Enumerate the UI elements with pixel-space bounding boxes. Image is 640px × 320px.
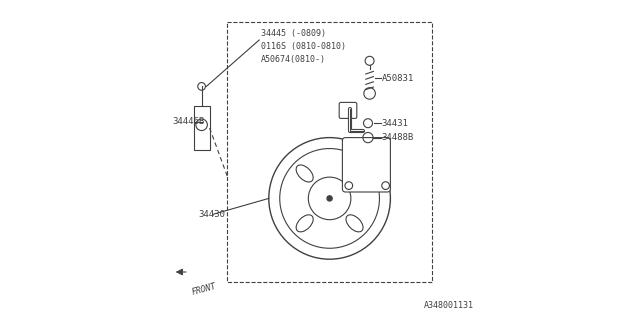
Text: 34488B: 34488B (381, 133, 413, 142)
Text: A50831: A50831 (381, 74, 413, 83)
FancyBboxPatch shape (342, 138, 390, 192)
Text: 34430: 34430 (198, 210, 225, 219)
FancyBboxPatch shape (339, 102, 357, 118)
FancyBboxPatch shape (193, 106, 210, 150)
Text: A50674(0810-): A50674(0810-) (261, 55, 326, 64)
Text: 0116S (0810-0810): 0116S (0810-0810) (261, 42, 346, 51)
Text: A348001131: A348001131 (424, 301, 474, 310)
Text: 34446B: 34446B (173, 117, 205, 126)
Text: 34445 (-0809): 34445 (-0809) (261, 29, 326, 38)
Text: FRONT: FRONT (191, 282, 217, 297)
Circle shape (327, 196, 332, 201)
Text: 34431: 34431 (381, 119, 408, 128)
